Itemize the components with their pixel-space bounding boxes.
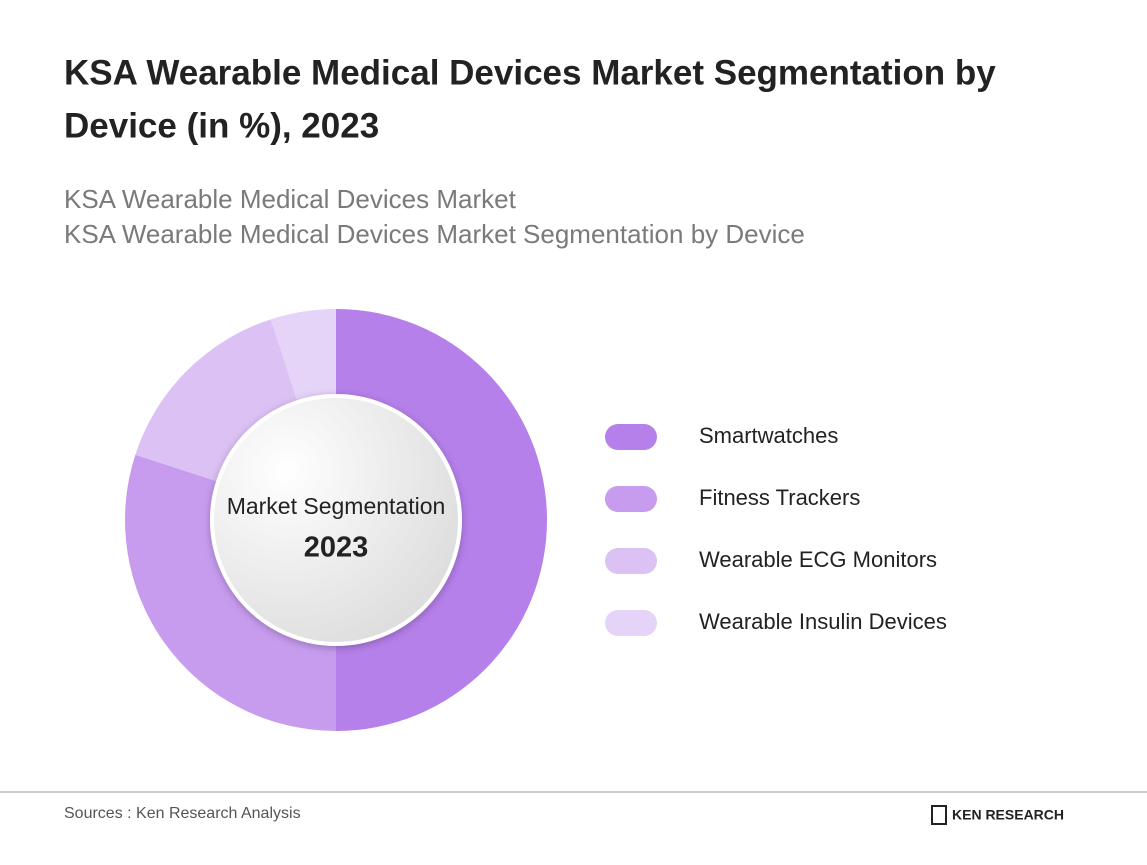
legend-label: Smartwatches	[699, 423, 838, 448]
legend-swatch	[605, 486, 657, 512]
legend-label: Wearable Insulin Devices	[699, 609, 947, 634]
donut-hole	[210, 394, 462, 646]
chart-title: Device (in %), 2023	[64, 106, 379, 145]
donut	[124, 309, 547, 731]
legend-label: Wearable ECG Monitors	[699, 547, 937, 572]
chart-title: KSA Wearable Medical Devices Market Segm…	[64, 53, 996, 92]
legend: Smartwatches Fitness Trackers Wearable ECG…	[605, 423, 947, 636]
source: Sources : Ken Research Analysis	[64, 805, 301, 822]
legend-swatch	[605, 424, 657, 450]
brand-logo	[931, 805, 947, 825]
subtitle: KSA Wearable Medical Devices Market	[64, 184, 517, 214]
legend-label: Fitness Trackers	[699, 485, 860, 510]
donut-segment	[135, 319, 298, 482]
center-year: 2023	[304, 532, 369, 564]
donut-segment	[124, 454, 337, 731]
legend-swatch	[605, 548, 657, 574]
donut-segment	[270, 309, 336, 403]
brand: KEN RESEARCH	[952, 807, 1064, 823]
subtitle: KSA Wearable Medical Devices Market Segm…	[64, 219, 805, 249]
center-label: Market Segmentation	[227, 493, 446, 519]
legend-swatch	[605, 610, 657, 636]
donut-segment	[336, 309, 547, 731]
